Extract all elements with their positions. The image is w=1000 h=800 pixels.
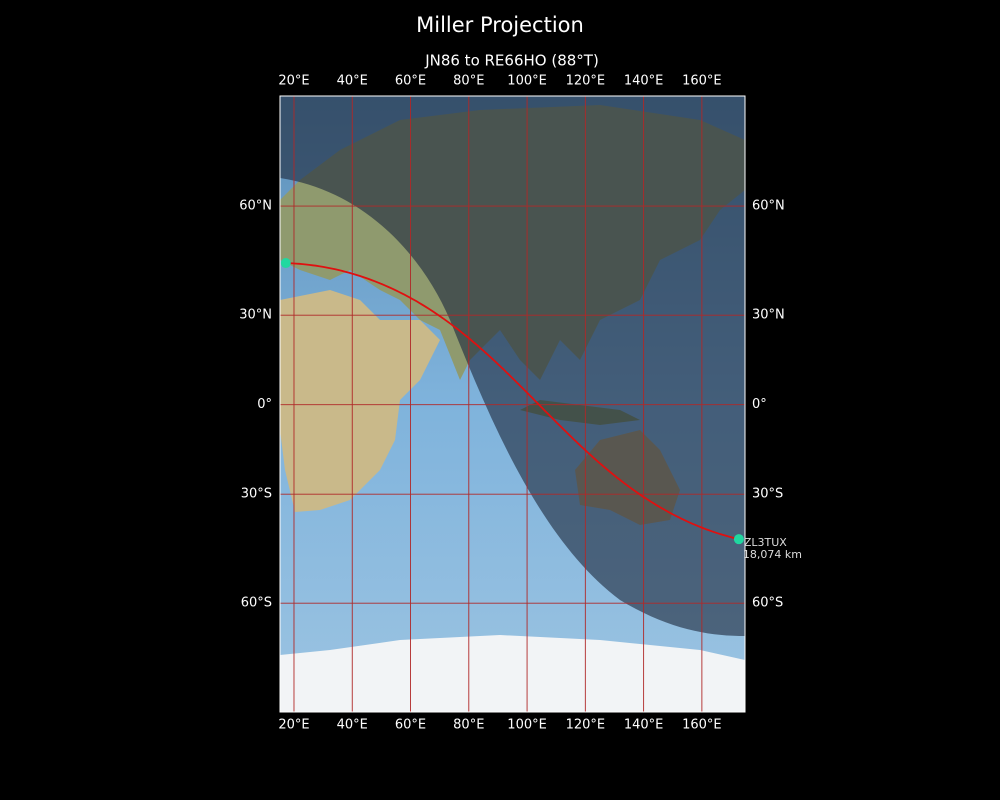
- lon-label-top: 80°E: [453, 74, 484, 89]
- distance-label: 18,074 km: [743, 548, 802, 561]
- station-label: ZL3TUX: [744, 536, 787, 549]
- station-marker: [280, 258, 291, 269]
- route-layer: [285, 262, 740, 541]
- great-circle-path: [285, 262, 740, 541]
- lon-label-bottom: 120°E: [566, 718, 606, 733]
- lat-label-right: 60°N: [752, 199, 785, 214]
- lon-label-bottom: 60°E: [395, 718, 426, 733]
- lat-label-right: 60°S: [752, 596, 783, 611]
- lon-label-top: 20°E: [278, 74, 309, 89]
- overlay: 20°E 20°E 40°E 40°E 60°E 60°E 80°E 80°E 100°E 100…: [239, 74, 802, 733]
- lon-label-top: 140°E: [624, 74, 664, 89]
- lon-label-bottom: 100°E: [507, 718, 547, 733]
- lon-label-bottom: 160°E: [682, 718, 722, 733]
- lat-label-right: 0°: [752, 397, 767, 412]
- graticule: [280, 96, 745, 712]
- lat-label-left: 0°: [257, 397, 272, 412]
- map-subtitle: JN86 to RE66HO (88°T): [424, 52, 599, 70]
- lon-label-top: 60°E: [395, 74, 426, 89]
- lon-label-bottom: 20°E: [278, 718, 309, 733]
- lon-label-top: 120°E: [566, 74, 606, 89]
- map-title: Miller Projection: [416, 13, 584, 37]
- station-marker: [733, 534, 744, 545]
- lon-label-top: 100°E: [507, 74, 547, 89]
- lat-label-left: 30°S: [241, 487, 272, 502]
- lon-label-top: 160°E: [682, 74, 722, 89]
- lon-label-top: 40°E: [337, 74, 368, 89]
- lat-label-left: 60°S: [241, 596, 272, 611]
- lat-label-left: 60°N: [239, 199, 272, 214]
- map-frame: [279, 95, 746, 713]
- basemap: [280, 96, 745, 712]
- lon-label-bottom: 80°E: [453, 718, 484, 733]
- lat-label-left: 30°N: [239, 308, 272, 323]
- lat-label-right: 30°S: [752, 487, 783, 502]
- lon-label-bottom: 140°E: [624, 718, 664, 733]
- lat-label-right: 30°N: [752, 308, 785, 323]
- lon-label-bottom: 40°E: [337, 718, 368, 733]
